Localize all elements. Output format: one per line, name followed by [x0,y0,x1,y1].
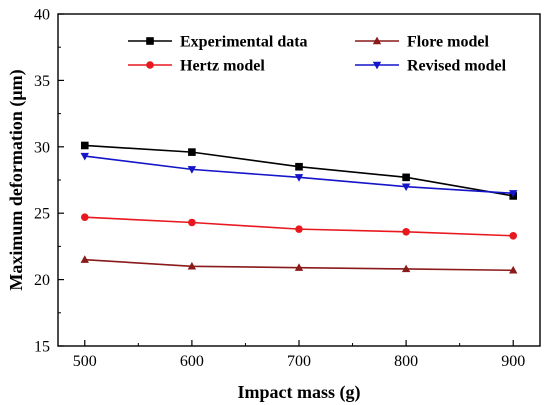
legend-label: Experimental data [180,34,308,51]
data-point [509,265,518,274]
data-point [509,231,518,240]
data-point [401,183,411,192]
y-axis-title: Maximum deformation (μm) [6,69,27,290]
x-tick-label: 500 [73,353,97,370]
y-tick-label: 20 [34,272,50,289]
legend-label: Flore model [407,34,489,51]
legend-item: Experimental data [128,34,308,51]
data-point [294,174,304,182]
x-tick-label: 800 [394,353,418,370]
legend-marker [372,36,382,45]
data-point [402,227,410,236]
legend-marker [146,61,154,69]
series-line [84,144,514,197]
legend-item: Revised model [355,58,507,75]
data-point [80,141,89,150]
x-tick-label: 600 [180,353,204,370]
y-tick-label: 30 [34,139,50,156]
x-tick-label: 900 [501,353,525,370]
legend-label: Hertz model [180,58,265,75]
data-point [295,225,303,233]
series-flore-model [80,255,518,274]
data-point [80,152,89,161]
data-point [294,263,304,271]
y-tick-label: 35 [34,73,50,90]
data-point [188,148,196,156]
y-tick-label: 25 [34,206,50,223]
series-hertz-model [80,213,518,240]
data-point [188,218,196,227]
x-tick-label: 700 [287,353,311,370]
y-tick-label: 15 [34,339,50,356]
data-point [80,255,89,263]
y-tick-label: 40 [34,7,50,24]
x-axis-title: Impact mass (g) [238,382,361,403]
series-revised-model [80,152,518,198]
data-point [402,173,410,182]
series-experimental-data [80,141,518,200]
data-point [80,213,89,221]
legend-marker [146,37,154,45]
legend-label: Revised model [407,58,507,75]
data-point [187,261,197,270]
data-point [509,190,518,198]
data-point [187,166,197,174]
legend-item: Flore model [355,34,489,51]
data-point [401,264,411,273]
legend-marker [372,61,382,70]
data-point [295,162,303,171]
legend-item: Hertz model [128,58,265,75]
